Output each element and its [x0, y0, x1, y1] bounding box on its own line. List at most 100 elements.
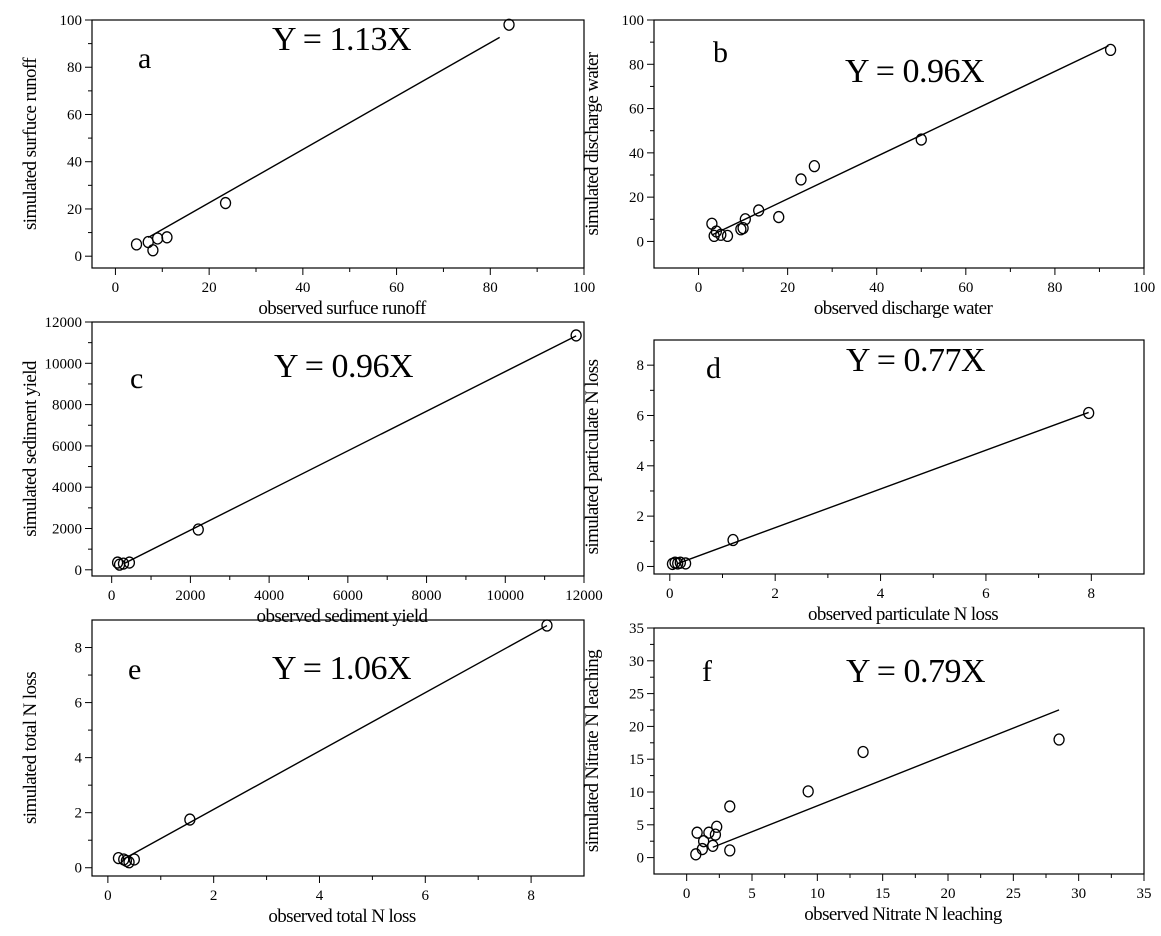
data-point: [147, 244, 159, 257]
y-tick-label: 0: [637, 851, 645, 867]
y-tick-label: 40: [629, 146, 644, 162]
y-axis-label: simulated surfuce runoff: [20, 57, 41, 230]
equation-label: Y = 0.79X: [846, 653, 985, 690]
y-tick-label: 60: [629, 102, 644, 118]
y-tick-label: 80: [629, 57, 644, 73]
x-tick-label: 20: [202, 280, 217, 296]
x-tick-label: 40: [295, 280, 310, 296]
y-tick-label: 35: [629, 621, 644, 637]
x-tick-label: 8: [1088, 586, 1096, 602]
y-tick-label: 6: [637, 408, 645, 424]
x-tick-label: 20: [780, 280, 795, 296]
data-point: [674, 556, 686, 569]
x-tick-label: 5: [748, 886, 756, 902]
data-point: [570, 329, 582, 342]
y-tick-label: 12000: [45, 315, 83, 331]
y-tick-label: 0: [637, 234, 645, 250]
data-point: [691, 826, 703, 839]
y-axis-label: simulated Nitrate N leaching: [582, 649, 603, 852]
x-tick-label: 0: [104, 888, 112, 904]
x-tick-label: 6: [982, 586, 990, 602]
data-point: [123, 856, 135, 869]
data-point: [915, 133, 927, 146]
panel-a: 0 20 40 60 80 100 0 20 40 60 80 100 a Y = 1.13X observ…: [20, 13, 595, 319]
data-point: [857, 745, 869, 759]
x-tick-label: 80: [483, 280, 498, 296]
x-tick-label: 20: [941, 886, 956, 902]
x-tick-label: 0: [695, 280, 703, 296]
x-tick-label: 2: [771, 586, 779, 602]
x-tick-label: 30: [1071, 886, 1086, 902]
x-axis-label: observed Nitrate N leaching: [804, 904, 1003, 925]
x-tick-label: 8000: [412, 588, 442, 604]
panel-label: f: [702, 655, 712, 688]
x-tick-label: 10000: [487, 588, 525, 604]
data-point: [503, 18, 515, 31]
x-tick-label: 6: [422, 888, 430, 904]
data-point: [715, 228, 727, 241]
x-tick-label: 100: [1133, 280, 1156, 296]
data-point: [721, 229, 734, 243]
fit-line: [677, 411, 1089, 565]
panel-label: d: [706, 352, 721, 385]
y-tick-label: 2: [637, 509, 645, 525]
x-axis-label: observed surfuce runoff: [258, 298, 427, 319]
y-tick-label: 15: [629, 752, 644, 768]
data-point: [696, 842, 708, 856]
x-tick-label: 35: [1137, 886, 1152, 902]
y-tick-label: 20: [629, 719, 644, 735]
fit-line: [711, 45, 1109, 236]
x-tick-label: 8: [527, 888, 535, 904]
x-tick-label: 60: [958, 280, 973, 296]
y-tick-label: 2: [75, 806, 83, 822]
panel-c: 0 2000 4000 6000 8000 10000 12000 0 2000 4000 6000…: [20, 315, 603, 627]
y-axis-label: simulated discharge water: [582, 51, 603, 235]
data-point: [128, 853, 140, 866]
data-point: [219, 196, 232, 210]
data-point: [707, 839, 719, 852]
plot-frame: [653, 339, 1145, 575]
y-tick-label: 8000: [52, 398, 82, 414]
data-point: [802, 785, 814, 798]
data-point: [808, 159, 821, 173]
y-tick-label: 100: [622, 13, 645, 29]
y-tick-label: 2000: [52, 522, 82, 538]
y-tick-label: 8: [637, 358, 645, 374]
y-tick-label: 6000: [52, 439, 82, 455]
y-tick-label: 10000: [45, 356, 83, 372]
x-axis-label: observed discharge water: [814, 298, 994, 319]
x-tick-label: 4: [877, 586, 885, 602]
data-point: [1083, 406, 1095, 420]
data-point: [737, 221, 749, 235]
panel-d: 0 2 4 6 8 0 2 4 6 8 d Y = 0.77X observed particulate…: [582, 339, 1145, 625]
y-axis-label: simulated total N loss: [20, 672, 41, 824]
y-tick-label: 8: [75, 641, 83, 657]
y-tick-label: 25: [629, 687, 644, 703]
y-tick-label: 5: [637, 818, 645, 834]
data-point: [706, 217, 718, 230]
data-point: [541, 619, 553, 632]
plot-frame: [91, 619, 585, 877]
y-tick-label: 40: [67, 155, 82, 171]
y-tick-label: 6: [75, 696, 83, 712]
x-tick-label: 10: [810, 886, 825, 902]
data-point: [142, 235, 154, 249]
x-tick-label: 2000: [175, 588, 205, 604]
x-tick-label: 0: [108, 588, 116, 604]
x-tick-label: 0: [666, 586, 674, 602]
y-tick-label: 100: [60, 13, 83, 29]
panel-label: a: [138, 42, 151, 75]
x-tick-label: 2: [210, 888, 218, 904]
data-point: [117, 557, 130, 570]
y-tick-label: 0: [75, 861, 83, 877]
x-tick-label: 60: [389, 280, 404, 296]
data-point: [123, 556, 136, 569]
x-tick-label: 0: [683, 886, 691, 902]
x-tick-label: 4000: [254, 588, 284, 604]
x-axis-label: observed sediment yield: [257, 606, 429, 627]
panel-label: c: [130, 362, 143, 395]
equation-label: Y = 0.96X: [274, 348, 413, 385]
data-point: [724, 844, 736, 857]
